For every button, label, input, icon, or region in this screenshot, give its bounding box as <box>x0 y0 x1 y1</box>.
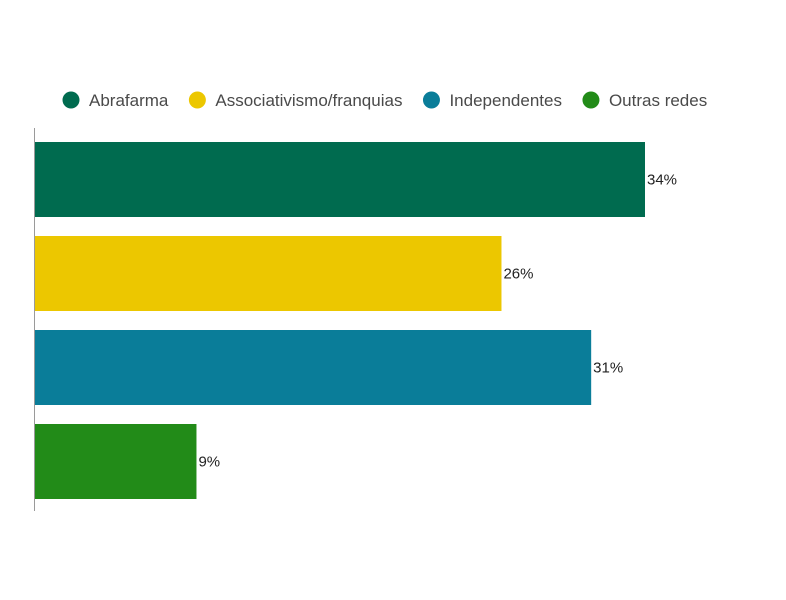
legend-label: Abrafarma <box>89 91 169 110</box>
bar-independentes <box>35 330 592 405</box>
value-label-independentes: 31% <box>593 360 623 377</box>
legend-item-independentes: Independentes <box>422 91 562 110</box>
legend-swatch <box>188 91 206 109</box>
legend-swatch <box>62 91 80 109</box>
value-label-abrafarma: 34% <box>647 172 677 189</box>
legend-label: Associativismo/franquias <box>215 91 402 110</box>
legend-swatch <box>582 91 600 109</box>
legend-item-associativismo-franquias: Associativismo/franquias <box>188 91 402 110</box>
bar-outras-redes <box>35 424 197 499</box>
legend-swatch <box>422 91 440 109</box>
legend-label: Outras redes <box>609 91 707 110</box>
bars: 34% 26% 31% 9% <box>35 142 677 499</box>
bar-abrafarma <box>35 142 645 217</box>
legend-item-outras-redes: Outras redes <box>582 91 707 110</box>
value-label-outras-redes: 9% <box>198 454 220 471</box>
legend-item-abrafarma: Abrafarma <box>62 91 169 110</box>
value-label-associativismo-franquias: 26% <box>503 266 533 283</box>
legend: Abrafarma Associativismo/franquias Indepen… <box>62 91 707 110</box>
legend-label: Independentes <box>449 91 562 110</box>
bar-associativismo-franquias <box>35 236 502 311</box>
